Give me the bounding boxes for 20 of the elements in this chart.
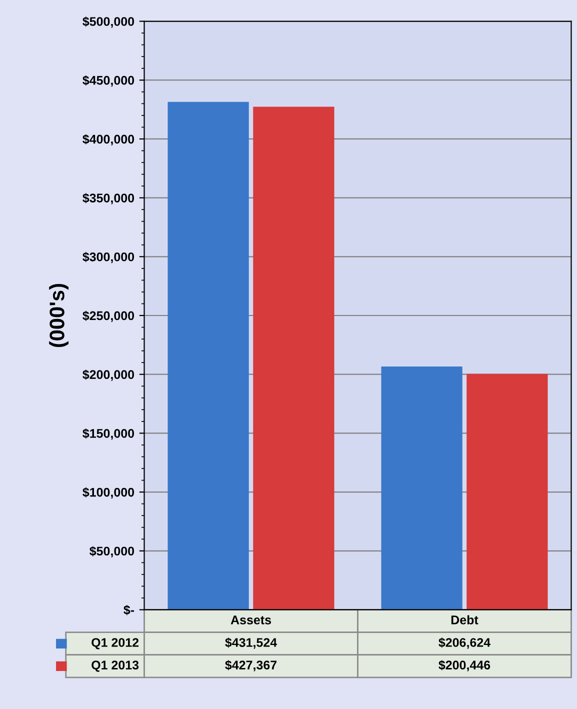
y-tick-label: $350,000 <box>82 193 134 204</box>
data-label: $200,446 <box>438 660 490 672</box>
y-tick-label: $150,000 <box>82 428 134 440</box>
data-label: $431,524 <box>225 638 277 649</box>
y-tick-label: $50,000 <box>90 546 134 558</box>
legend-label: Q1 2013 <box>92 660 139 672</box>
y-tick-label: $- <box>124 604 134 616</box>
y-tick-label: $100,000 <box>82 487 134 499</box>
y-axis-title: (000's) <box>49 284 69 348</box>
y-tick-label: $400,000 <box>82 134 134 146</box>
y-tick-label: $200,000 <box>82 370 134 381</box>
y-tick-label: $500,000 <box>82 16 134 28</box>
data-label: $427,367 <box>225 660 277 672</box>
x-tick-label: Assets <box>230 616 271 624</box>
y-tick-label: $250,000 <box>82 310 134 322</box>
y-tick-label: $300,000 <box>82 252 134 264</box>
y-tick-label: $450,000 <box>82 75 134 87</box>
legend-label: Q1 2012 <box>92 638 139 650</box>
x-tick-label: Debt <box>451 615 478 624</box>
data-label: $206,624 <box>438 638 490 649</box>
